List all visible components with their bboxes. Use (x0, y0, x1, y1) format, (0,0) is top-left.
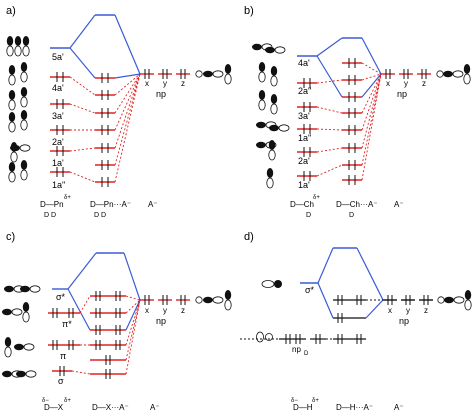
panel-d-np-electrons (387, 295, 429, 305)
panel-d-black-correlation-lines (240, 299, 383, 340)
level-label-sigma: σ (58, 376, 64, 386)
level-label-1a-prime: 1a' (52, 158, 64, 168)
axis-x-label: x (388, 306, 392, 315)
panel-a-donor-formula: D—Pn (40, 200, 64, 209)
panel-a-complex-filled-levels (95, 77, 115, 183)
axis-z-label: z (424, 306, 428, 315)
panel-b-complex-formula: D—Ch···A⁻ (336, 200, 378, 209)
panel-b-donor-formula: D—Ch (290, 200, 314, 209)
level-label-1a-double-prime: 1a'' (52, 180, 66, 190)
level-label-pi: π (60, 351, 66, 361)
panel-c: c) σ* π* π σ (1, 231, 232, 412)
panel-b-donor-filled-levels (297, 82, 317, 177)
panel-a-donor-filled-levels (50, 76, 70, 173)
panel-b-blue-correlation-lines (316, 37, 382, 98)
level-label-1a-prime: 1a' (298, 180, 310, 190)
panel-a-donor-charge: δ+ (64, 195, 71, 201)
panel-d-donor-charge-negative: δ− (291, 398, 298, 404)
panel-c-blue-correlation-lines (67, 252, 141, 331)
panel-b-tag: b) (244, 5, 254, 17)
np-label: np (156, 89, 166, 99)
axis-z-label: z (422, 79, 426, 88)
panel-c-donor-formula: D—X (44, 403, 64, 412)
panel-c-np-electrons (144, 295, 186, 305)
np-label: np (399, 316, 409, 326)
panel-a-donor-electron-pairs (56, 72, 64, 177)
level-label-2a-double-prime: 2a'' (298, 86, 312, 96)
panel-a-np-electrons (144, 69, 186, 79)
panel-b-complex-substituent: D (349, 212, 354, 219)
np-label: np (156, 316, 166, 326)
panel-d-np-donor-subscript: D (304, 351, 309, 357)
axis-x-label: x (386, 79, 390, 88)
level-label-2a-prime: 2a' (298, 156, 310, 166)
panel-a-complex-electron-pairs (101, 73, 109, 187)
panel-d-blue-correlation-lines (317, 247, 384, 319)
axis-x-label: x (145, 79, 149, 88)
np-label: np (397, 89, 407, 99)
panel-a-blue-correlation-lines (69, 14, 141, 79)
panel-d-donor-electron-pairs (285, 334, 321, 344)
axis-y-label: y (406, 306, 410, 315)
panel-c-red-correlation-lines (71, 295, 141, 375)
panel-c-donor-charge-positive: δ+ (64, 398, 71, 404)
panel-a-complex-formula: D—Pn···A⁻ (90, 200, 131, 209)
panel-d-np-donor-label: np (292, 345, 301, 354)
panel-c-anion: A⁻ (150, 403, 160, 412)
axis-x-label: x (145, 306, 149, 315)
panel-d-complex-formula: D—H···A⁻ (336, 403, 373, 412)
axis-y-label: y (404, 79, 408, 88)
level-label-5a-prime: 5a' (52, 52, 64, 62)
panel-d: d) σ* np D (240, 231, 472, 412)
panel-a-donor-substituents: D D (44, 212, 56, 219)
panel-b-anion: A⁻ (394, 200, 404, 209)
panel-d-complex-electron-pairs (337, 295, 362, 344)
panel-d-tag: d) (244, 231, 254, 243)
panel-a-tag: a) (6, 5, 16, 17)
panel-b: b) 4a' 2a'' 3a' 1a'' 2a' 1a' (244, 5, 471, 219)
panel-a-orbital-pictograms (6, 35, 31, 183)
level-label-3a-prime: 3a' (52, 111, 64, 121)
level-label-4a-prime: 4a' (52, 83, 64, 93)
panel-d-anion: A⁻ (394, 403, 404, 412)
level-label-1a-double-prime: 1a'' (298, 133, 312, 143)
panel-d-donor-formula: D—H (293, 403, 313, 412)
panel-d-np-orbital-icons (437, 289, 472, 311)
panel-b-red-correlation-lines (316, 62, 382, 181)
axis-y-label: y (163, 306, 167, 315)
panel-b-donor-electron-pairs (303, 78, 311, 181)
panel-b-complex-electron-pairs (348, 58, 356, 185)
panel-b-donor-charge: δ+ (313, 195, 320, 201)
panel-a-complex-substituents: D D (94, 212, 106, 219)
panel-d-donor-charge-positive: δ+ (312, 398, 319, 404)
panel-a-anion: A⁻ (148, 200, 158, 209)
level-label-pi-star: π* (62, 319, 72, 329)
panel-c-orbital-pictograms (1, 285, 41, 378)
panel-d-orbital-pictograms (256, 280, 282, 343)
level-label-sigma-star: σ* (305, 285, 315, 295)
panel-b-np-electrons (385, 69, 427, 79)
axis-y-label: y (163, 79, 167, 88)
panel-c-np-orbital-icons (195, 289, 232, 311)
level-label-3a-prime: 3a' (298, 111, 310, 121)
panel-c-donor-electron-pairs (52, 308, 74, 376)
panel-c-complex-filled-levels (90, 295, 126, 375)
panel-c-complex-formula: D—X···A⁻ (92, 403, 129, 412)
panel-b-np-orbital-icons (436, 63, 471, 85)
panel-c-donor-charge-negative: δ− (42, 398, 49, 404)
level-label-4a-prime: 4a' (298, 58, 310, 68)
panel-b-orbital-pictograms (251, 43, 290, 189)
level-label-sigma-star: σ* (56, 292, 66, 302)
panel-b-complex-filled-levels (342, 62, 362, 181)
panel-a: a) 5a' 4a' 3a' 2a' 1a' 1a'' (6, 5, 232, 219)
panel-a-red-correlation-lines (69, 73, 141, 183)
axis-z-label: z (181, 306, 185, 315)
panel-a-np-orbital-icons (195, 63, 232, 85)
panel-c-tag: c) (6, 231, 15, 243)
panel-b-donor-substituent: D (306, 212, 311, 219)
axis-z-label: z (181, 79, 185, 88)
level-label-2a-prime: 2a' (52, 137, 64, 147)
panel-c-complex-electron-pairs (95, 291, 121, 379)
